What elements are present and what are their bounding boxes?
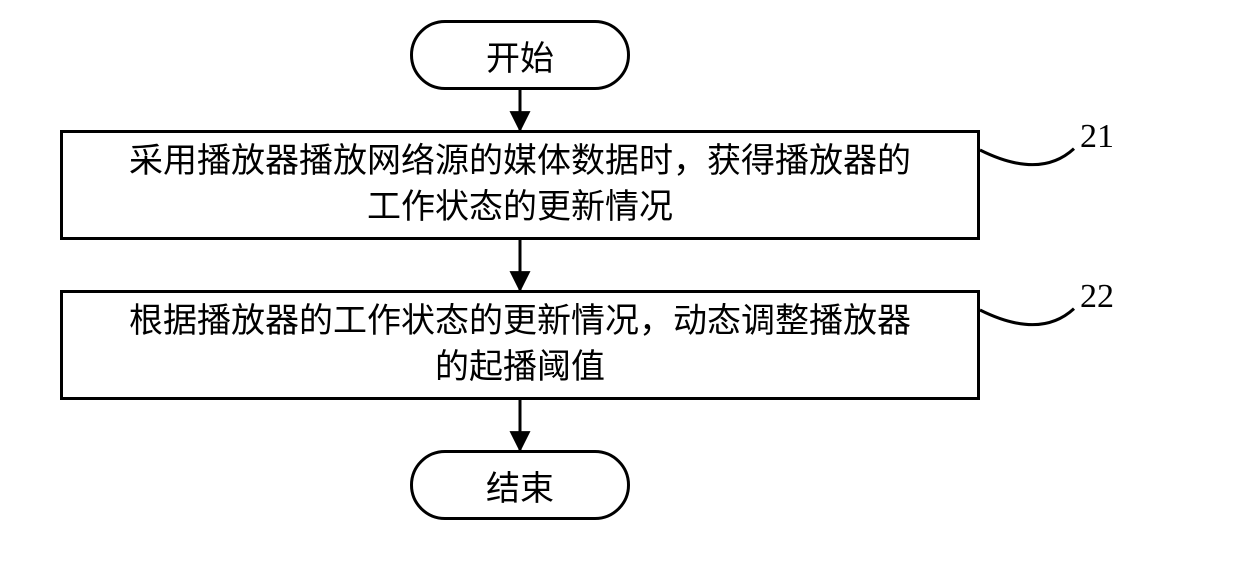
ref-label-22: 22	[1080, 278, 1114, 316]
flowchart-canvas: 开始 采用播放器播放网络源的媒体数据时，获得播放器的 工作状态的更新情况 根据播…	[0, 0, 1240, 564]
terminator-end-text: 结束	[486, 461, 554, 510]
process-step2-text: 根据播放器的工作状态的更新情况，动态调整播放器 的起播阈值	[129, 299, 911, 391]
terminator-start: 开始	[410, 20, 630, 90]
process-step2: 根据播放器的工作状态的更新情况，动态调整播放器 的起播阈值	[60, 290, 980, 400]
ref-label-21: 21	[1080, 118, 1114, 156]
terminator-end: 结束	[410, 450, 630, 520]
process-step1-text: 采用播放器播放网络源的媒体数据时，获得播放器的 工作状态的更新情况	[129, 139, 911, 231]
terminator-start-text: 开始	[486, 31, 554, 80]
process-step1: 采用播放器播放网络源的媒体数据时，获得播放器的 工作状态的更新情况	[60, 130, 980, 240]
